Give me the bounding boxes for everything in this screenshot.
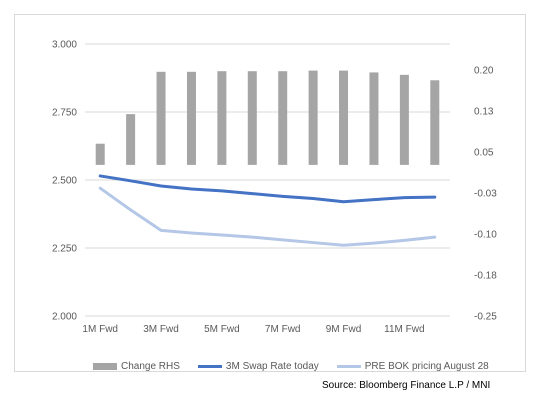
chart-frame: 2.000 2.250 2.500 2.750 3.000 0.20 0.13 0.05 -0.… xyxy=(14,14,526,372)
bar-change xyxy=(308,70,318,165)
legend-swatch-change xyxy=(93,363,117,370)
bar-change xyxy=(217,71,227,165)
y-right-tick-label: 0.13 xyxy=(474,107,494,118)
chart: 2.000 2.250 2.500 2.750 3.000 0.20 0.13 0.05 -0.… xyxy=(52,40,497,336)
bar-change xyxy=(430,80,440,165)
x-tick-label: 11M Fwd xyxy=(384,324,424,335)
y-right-tick-label: 0.20 xyxy=(474,66,494,77)
y-left-tick-label: 2.500 xyxy=(52,176,77,187)
bar-change xyxy=(126,114,136,165)
x-tick-label: 5M Fwd xyxy=(204,324,240,335)
x-tick-label: 9M Fwd xyxy=(326,324,362,335)
bar-change xyxy=(369,72,379,165)
legend-swatch-swap-today xyxy=(197,365,222,368)
y-left-tick-label: 2.750 xyxy=(52,108,77,119)
y-right-tick-label: -0.10 xyxy=(474,230,497,241)
y-left-tick-label: 2.250 xyxy=(52,244,77,255)
bar-change xyxy=(186,71,196,165)
legend-item-pre-bok: PRE BOK pricing August 28 xyxy=(336,361,489,372)
x-tick-label: 7M Fwd xyxy=(265,324,301,335)
bar-change xyxy=(156,71,166,165)
legend-label-swap-today: 3M Swap Rate today xyxy=(225,361,319,372)
line-pre-bok xyxy=(98,186,437,247)
bar-change xyxy=(247,71,257,165)
bar-change xyxy=(339,70,349,165)
y-left-tick-label: 2.000 xyxy=(52,312,77,323)
legend-swatch-pre-bok xyxy=(336,365,361,368)
legend: Change RHS 3M Swap Rate today PRE BOK pr… xyxy=(93,361,507,372)
bar-change xyxy=(399,74,409,165)
source-note: Source: Bloomberg Finance L.P / MNI xyxy=(322,380,491,391)
legend-item-swap-today: 3M Swap Rate today xyxy=(197,361,319,372)
bar-change xyxy=(278,71,288,165)
y-left-tick-label: 3.000 xyxy=(52,40,77,51)
line-swap-today xyxy=(98,174,437,204)
y-right-tick-label: -0.03 xyxy=(474,189,497,200)
legend-label-pre-bok: PRE BOK pricing August 28 xyxy=(364,361,489,372)
bar-change xyxy=(95,143,105,165)
y-right-tick-label: -0.18 xyxy=(474,271,497,282)
x-tick-label: 3M Fwd xyxy=(143,324,179,335)
y-right-tick-label: -0.25 xyxy=(474,312,497,323)
legend-item-change: Change RHS xyxy=(93,361,180,372)
y-right-tick-label: 0.05 xyxy=(474,148,494,159)
x-tick-label: 1M Fwd xyxy=(82,324,118,335)
legend-label-change: Change RHS xyxy=(121,361,180,372)
